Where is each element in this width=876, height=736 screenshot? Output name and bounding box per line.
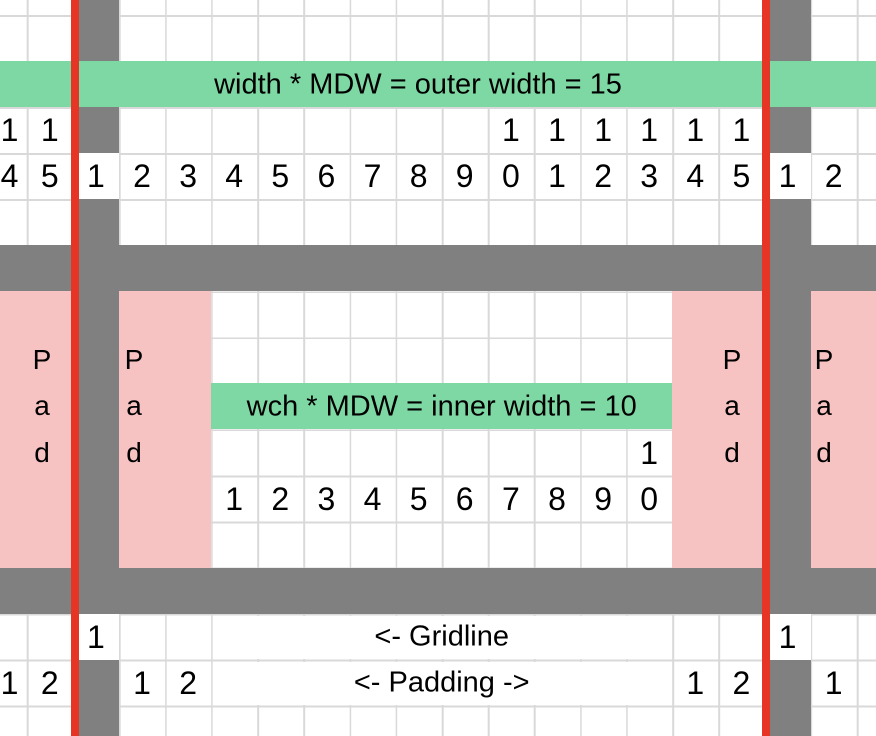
- inner-ruler-cell: 7: [501, 480, 520, 517]
- inner-tens-digit-cell: 1: [640, 434, 659, 471]
- pad-column-outer-right: [810, 291, 876, 568]
- tens-digit-cell: 1: [686, 112, 705, 149]
- padding-pointer-label: <- Padding ->: [353, 666, 530, 699]
- pad-letter-d: d: [34, 436, 50, 468]
- inner-ruler-cell: 0: [640, 480, 659, 517]
- white-cell-right-gridline-count: [764, 613, 811, 660]
- inner-ruler-cell: 9: [594, 480, 612, 517]
- tens-digit-cell: 1: [0, 112, 19, 149]
- upper-gridline-row-bar: [0, 245, 876, 292]
- outer-ruler-cell: 4: [686, 158, 705, 195]
- merged-cell-padding-label: [213, 661, 672, 706]
- outer-width-band: [0, 61, 876, 108]
- padding-count-cell: 1: [133, 664, 151, 701]
- pad-letter-p: P: [32, 344, 52, 376]
- inner-ruler-cell: 6: [455, 480, 474, 517]
- inner-width-band: [211, 383, 673, 430]
- inner-ruler-cell: 3: [317, 480, 336, 517]
- inner-ruler-cell: 4: [363, 480, 382, 517]
- outer-ruler-cell: 7: [363, 158, 382, 195]
- padding-count-cell: 1: [686, 664, 705, 701]
- outer-ruler-cell: 0: [501, 158, 520, 195]
- outer-ruler-cell: 5: [732, 158, 751, 195]
- padding-count-cell: 1: [0, 664, 19, 701]
- tens-digit-cell: 1: [40, 112, 59, 149]
- pad-letter-a: a: [34, 390, 50, 422]
- red-gridline-marker-right: [761, 0, 770, 736]
- outer-ruler-cell: 3: [179, 158, 197, 195]
- tens-digit-cell: 1: [548, 112, 566, 149]
- padding-count-cell: 2: [179, 664, 197, 701]
- outer-ruler-cell: 2: [824, 158, 843, 195]
- red-gridline-marker-left: [70, 0, 79, 736]
- outer-ruler-cell: 5: [40, 158, 59, 195]
- pad-letter-p: P: [814, 344, 834, 376]
- inner-width-band-label: wch * MDW = inner width = 10: [246, 390, 637, 423]
- padding-count-cell: 2: [732, 664, 751, 701]
- tens-digit-cell: 1: [732, 112, 751, 149]
- inner-ruler-cell: 8: [548, 480, 566, 517]
- outer-ruler-cell: 2: [133, 158, 151, 195]
- merged-cell-gridline-label: [213, 615, 672, 659]
- gridline-count-cell: 1: [86, 618, 105, 655]
- outer-ruler-cell: 1: [548, 158, 566, 195]
- pad-letter-a: a: [126, 390, 142, 422]
- pad-letter-d: d: [724, 436, 740, 468]
- inner-ruler-cell: 1: [225, 480, 244, 517]
- outer-ruler-cell: 3: [640, 158, 659, 195]
- outer-ruler-cell: 9: [455, 158, 474, 195]
- gridline-count-cell: 1: [778, 618, 797, 655]
- outer-width-band-label: width * MDW = outer width = 15: [214, 68, 622, 100]
- padding-count-cell: 2: [40, 664, 59, 701]
- pad-letter-p: P: [124, 344, 144, 376]
- pad-letter-a: a: [816, 390, 832, 422]
- pad-letter-p: P: [722, 344, 742, 376]
- tens-digit-cell: 1: [640, 112, 659, 149]
- white-cell-left-outer-number: [72, 153, 119, 200]
- lower-gridline-row-bar: [0, 567, 876, 614]
- outer-ruler-cell: 4: [225, 158, 244, 195]
- outer-ruler-cell: 6: [317, 158, 336, 195]
- outer-ruler-cell: 1: [86, 158, 105, 195]
- gridline-pointer-label: <- Gridline: [374, 620, 509, 653]
- pad-letter-d: d: [126, 436, 142, 468]
- padding-count-cell: 1: [824, 664, 843, 701]
- inner-ruler-cell: 5: [409, 480, 428, 517]
- white-cell-left-gridline-count: [72, 613, 119, 660]
- outer-ruler-cell: 8: [409, 158, 428, 195]
- outer-ruler-cell: 5: [271, 158, 290, 195]
- pad-letter-a: a: [724, 390, 740, 422]
- outer-ruler-cell: 2: [594, 158, 612, 195]
- outer-ruler-cell: 4: [0, 158, 19, 195]
- pad-column-inner-left: [118, 291, 212, 568]
- pad-column-inner-right: [672, 291, 765, 568]
- tens-digit-cell: 1: [501, 112, 520, 149]
- outer-ruler-cell: 1: [778, 158, 797, 195]
- tens-digit-cell: 1: [594, 112, 612, 149]
- pad-column-outer-left: [0, 291, 73, 568]
- white-cell-right-outer-number: [764, 153, 811, 200]
- inner-ruler-cell: 2: [271, 480, 290, 517]
- pad-letter-d: d: [816, 436, 832, 468]
